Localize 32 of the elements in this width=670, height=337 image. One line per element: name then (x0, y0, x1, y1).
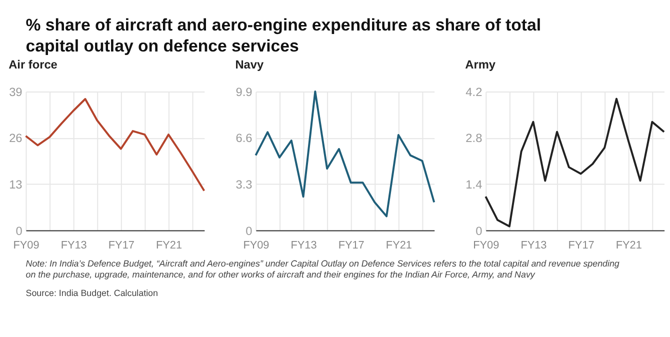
y-tick-label: 0 (16, 224, 23, 238)
y-tick-label: 1.4 (466, 178, 483, 192)
x-tick-label: FY13 (290, 240, 317, 252)
text: % share of aircraft and aero-engine expenditure as share of total capital outlay on defence services (26, 16, 542, 56)
x-tick-label: FY21 (386, 240, 412, 252)
x-tick-label: FY17 (568, 240, 594, 252)
chart-title: Navy (235, 58, 264, 72)
y-tick-label: 26 (9, 131, 23, 146)
chart-title: Air force (8, 58, 58, 72)
text: Note: In India’s Defence Budget, “Aircraft and Aero-engines” under Capital Outlay on Defence Services refers to the total capital and revenue spending on the purchase, upgrade, maintenance, and for other works of aircraft and their engines for the Indian Air Force, Army, and Navy (26, 258, 620, 280)
x-tick-label: FY17 (108, 240, 134, 252)
x-tick-label: FY17 (338, 240, 364, 252)
y-tick-label: 39 (9, 84, 23, 99)
x-tick-label: FY21 (616, 240, 642, 252)
x-tick-label: FY09 (243, 240, 270, 252)
x-tick-label: FY13 (60, 240, 87, 252)
y-tick-label: 0 (246, 224, 253, 238)
y-tick-label: 6.6 (236, 131, 253, 146)
x-tick-label: FY13 (520, 240, 547, 252)
line-series (484, 98, 666, 228)
x-tick-label: FY09 (13, 240, 40, 252)
y-tick-label: 0 (476, 224, 483, 238)
y-tick-label: 9.9 (236, 84, 253, 99)
y-tick-label: 4.2 (466, 84, 482, 99)
chart-title: Army (465, 58, 496, 72)
x-tick-label: FY21 (156, 240, 182, 252)
line-series (24, 98, 206, 192)
y-tick-label: 13 (9, 178, 23, 192)
y-tick-label: 2.8 (466, 131, 483, 146)
y-tick-label: 3.3 (236, 178, 253, 192)
x-tick-label: FY09 (473, 240, 500, 252)
source-note: Source: India Budget. Calculation (26, 288, 158, 298)
